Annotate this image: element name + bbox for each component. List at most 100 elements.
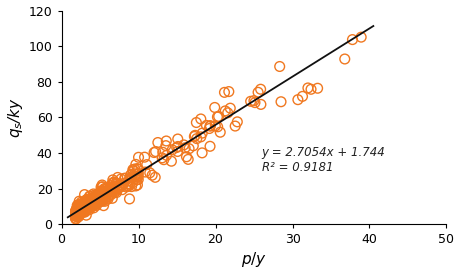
Point <box>151 149 159 154</box>
Point <box>78 208 86 212</box>
Point <box>82 207 90 211</box>
Point <box>74 208 81 213</box>
Point <box>87 202 95 207</box>
Point <box>91 202 98 207</box>
Point <box>180 143 187 147</box>
Point <box>73 211 81 215</box>
Point <box>88 198 95 203</box>
Point <box>117 183 124 188</box>
Point <box>83 204 90 208</box>
Point <box>91 196 98 201</box>
Point <box>83 205 90 210</box>
Point <box>250 98 257 103</box>
Point <box>83 197 90 202</box>
Point <box>83 207 90 211</box>
Point <box>72 211 79 215</box>
Point <box>75 206 82 210</box>
Point <box>72 211 79 215</box>
Point <box>134 172 141 177</box>
Point <box>90 203 97 207</box>
Point <box>181 145 188 150</box>
Point <box>72 217 79 221</box>
Point <box>73 213 80 217</box>
Point <box>82 205 90 209</box>
Point <box>101 186 108 191</box>
Point <box>97 185 105 189</box>
Point <box>75 208 83 212</box>
Point <box>77 205 84 210</box>
Point <box>154 140 161 145</box>
Point <box>85 200 93 205</box>
Point <box>93 195 101 199</box>
Point <box>206 144 213 148</box>
Point <box>185 147 192 151</box>
Point <box>90 200 97 204</box>
Point <box>78 209 85 214</box>
Point <box>158 156 165 160</box>
Point <box>78 205 85 210</box>
Point <box>77 205 84 210</box>
Point <box>77 206 84 210</box>
Point <box>87 200 95 205</box>
Point <box>109 181 116 185</box>
Point <box>93 203 100 208</box>
Point <box>93 200 100 204</box>
Point <box>277 100 284 104</box>
Point <box>92 197 99 202</box>
Point <box>131 167 138 171</box>
Point <box>131 174 138 179</box>
Point <box>122 185 129 189</box>
Point <box>107 192 115 197</box>
Point <box>93 198 101 202</box>
Point <box>83 213 90 217</box>
Point <box>159 150 166 155</box>
Point <box>134 175 141 179</box>
Point <box>79 206 87 210</box>
Point <box>76 208 83 213</box>
Point <box>99 199 106 203</box>
Point <box>72 211 79 216</box>
Point <box>80 207 87 211</box>
Point <box>96 189 104 193</box>
Point <box>76 210 84 214</box>
Point <box>110 186 117 191</box>
Point <box>113 188 121 192</box>
Point <box>96 199 103 203</box>
Point <box>348 37 355 42</box>
Y-axis label: $q_s$/$ky$: $q_s$/$ky$ <box>6 97 24 138</box>
Point <box>91 194 99 199</box>
Point <box>192 120 200 125</box>
Point <box>124 182 131 186</box>
Point <box>94 196 101 200</box>
Point <box>118 183 125 187</box>
Point <box>78 207 86 211</box>
Point <box>84 202 91 207</box>
Point <box>93 193 101 197</box>
Point <box>162 153 170 158</box>
Point <box>197 135 204 139</box>
Point <box>106 188 114 192</box>
Point <box>92 201 100 205</box>
Point <box>72 216 79 221</box>
Point <box>75 211 82 216</box>
Point <box>88 197 95 202</box>
Point <box>86 202 93 206</box>
Point <box>73 210 81 215</box>
Point <box>96 199 104 203</box>
Point <box>86 198 94 202</box>
Point <box>73 211 80 216</box>
Point <box>134 183 141 187</box>
Point <box>90 199 97 203</box>
Point <box>294 97 301 102</box>
Point <box>83 208 90 212</box>
Point <box>216 130 224 134</box>
Point <box>84 206 91 210</box>
Point <box>114 175 121 180</box>
Point <box>307 87 314 92</box>
Point <box>150 150 157 155</box>
Point <box>78 200 85 204</box>
Point <box>275 64 283 69</box>
Point <box>98 195 105 200</box>
Point <box>94 197 101 202</box>
Point <box>94 198 101 202</box>
